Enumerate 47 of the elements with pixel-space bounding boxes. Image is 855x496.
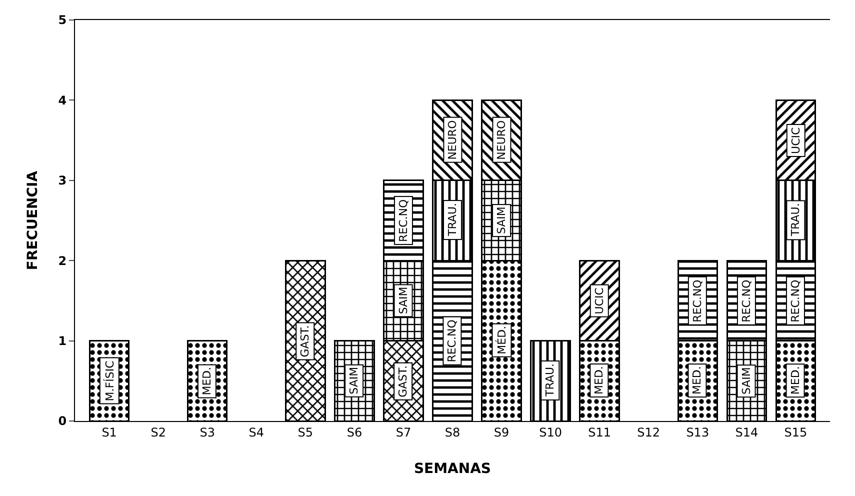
data-label: UCIC: [789, 127, 802, 154]
x-tick-label: S3: [200, 425, 216, 440]
x-tick-label: S7: [396, 425, 412, 440]
data-label: M.FÍSIC: [102, 360, 116, 402]
x-tick-label: S5: [298, 425, 314, 440]
data-label: GAST.: [396, 365, 410, 398]
x-tick-label: S4: [248, 425, 264, 440]
y-tick-label: 5: [58, 13, 67, 28]
x-tick-label: S9: [494, 425, 510, 440]
data-label: UCIC: [592, 287, 606, 314]
x-axis-title: SEMANAS: [414, 461, 492, 477]
y-tick-label: 3: [58, 174, 67, 188]
data-label: REC.NQ: [396, 198, 410, 242]
data-label: SAIM: [396, 286, 410, 314]
x-tick-label: S8: [444, 425, 460, 440]
data-label: REC.NQ: [446, 319, 459, 362]
data-label: TRAU.: [789, 203, 802, 238]
x-tick-label: S14: [735, 425, 758, 440]
data-label: TRAU.: [544, 363, 557, 398]
x-tick-label: S10: [539, 425, 562, 440]
x-tick-label: S1: [102, 425, 117, 440]
data-label: REC.NQ: [690, 279, 704, 322]
data-label: REC.NQ: [740, 279, 753, 322]
data-label: MED.: [788, 366, 802, 395]
x-tick-label: S11: [588, 425, 612, 440]
y-tick-label: 2: [58, 254, 67, 268]
x-tick-label: S12: [637, 425, 660, 440]
x-tick-label: S15: [784, 425, 808, 440]
y-tick-label: 0: [58, 414, 67, 428]
data-label: REC.NQ: [788, 279, 802, 322]
data-label: MED.: [592, 366, 606, 394]
data-label: SAIM: [740, 367, 753, 395]
data-label: SAIM: [495, 206, 508, 234]
data-label: GAST.: [298, 325, 312, 358]
y-tick-label: 4: [58, 93, 67, 108]
data-label: MED.: [690, 366, 704, 395]
x-tick-label: S6: [346, 425, 362, 440]
data-label: MED.: [200, 366, 214, 396]
x-tick-label: S2: [150, 425, 166, 440]
x-tick-label: S13: [686, 425, 710, 440]
data-label: MÉD.: [494, 326, 509, 354]
y-tick-label: 1: [58, 334, 67, 348]
data-label: TRAU.: [446, 203, 459, 237]
data-label: NEURO: [495, 120, 508, 160]
y-axis-title: FRECUENCIA: [25, 170, 41, 270]
data-label: NEURO: [446, 120, 460, 160]
data-label: SAIM: [348, 366, 361, 394]
